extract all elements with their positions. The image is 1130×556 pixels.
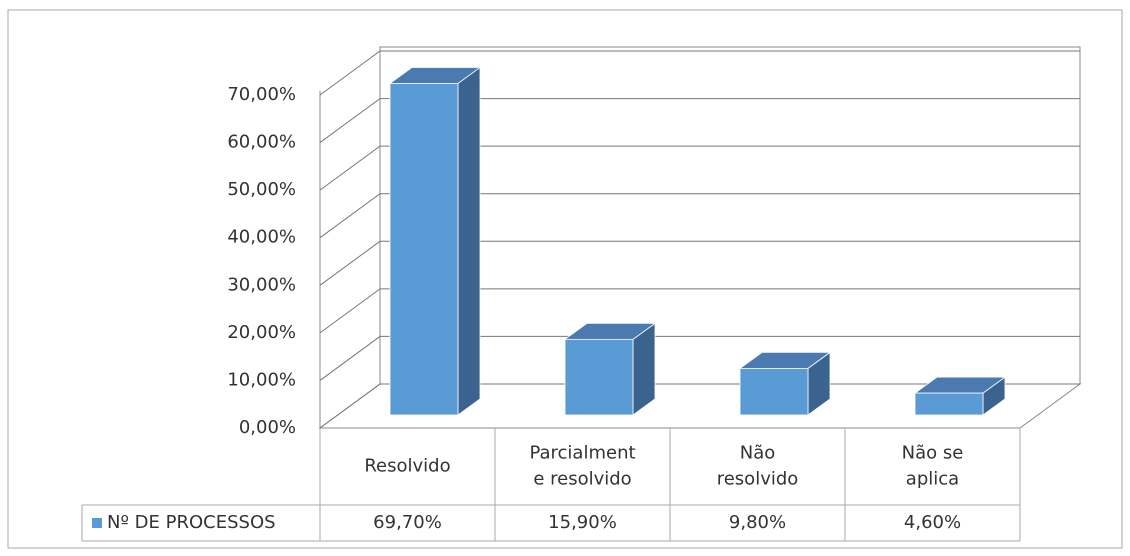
y-tick-label: 40,00% <box>227 227 296 248</box>
legend-label: Nº DE PROCESSOS <box>107 512 276 533</box>
grid-line <box>319 98 1080 143</box>
y-tick-label: 0,00% <box>239 417 296 438</box>
y-tick-label: 50,00% <box>227 179 296 200</box>
data-table-value: 15,90% <box>548 512 617 533</box>
chart-border <box>7 9 1123 549</box>
x-tick-label: Não <box>740 443 776 464</box>
legend-key <box>92 518 102 528</box>
bar <box>564 338 634 416</box>
x-tick-label: Não se <box>902 443 964 464</box>
x-tick-label: Resolvido <box>364 456 450 477</box>
y-tick-label: 30,00% <box>227 274 296 295</box>
grid-line <box>319 383 1080 429</box>
grid-line <box>319 240 1080 286</box>
x-tick-label: resolvido <box>717 469 799 490</box>
y-tick-label: 10,00% <box>227 369 296 390</box>
data-table-value: 9,80% <box>729 512 786 533</box>
bar <box>739 367 809 416</box>
y-tick-label: 60,00% <box>227 132 296 153</box>
grid-line <box>319 193 1080 239</box>
data-table-value: 4,60% <box>904 512 961 533</box>
y-tick-label: 20,00% <box>227 322 296 343</box>
grid-line <box>319 288 1080 334</box>
y-tick-label: 70,00% <box>227 84 296 105</box>
bar <box>389 83 459 416</box>
grid-line <box>319 335 1080 381</box>
x-tick-label: aplica <box>906 469 959 490</box>
grid-line <box>319 50 1080 96</box>
x-tick-label: Parcialment <box>529 443 635 464</box>
grid-line <box>319 145 1080 191</box>
bar-side <box>457 66 481 416</box>
data-table-value: 69,70% <box>373 512 442 533</box>
x-tick-label: e resolvido <box>533 469 631 490</box>
bar <box>914 392 984 416</box>
